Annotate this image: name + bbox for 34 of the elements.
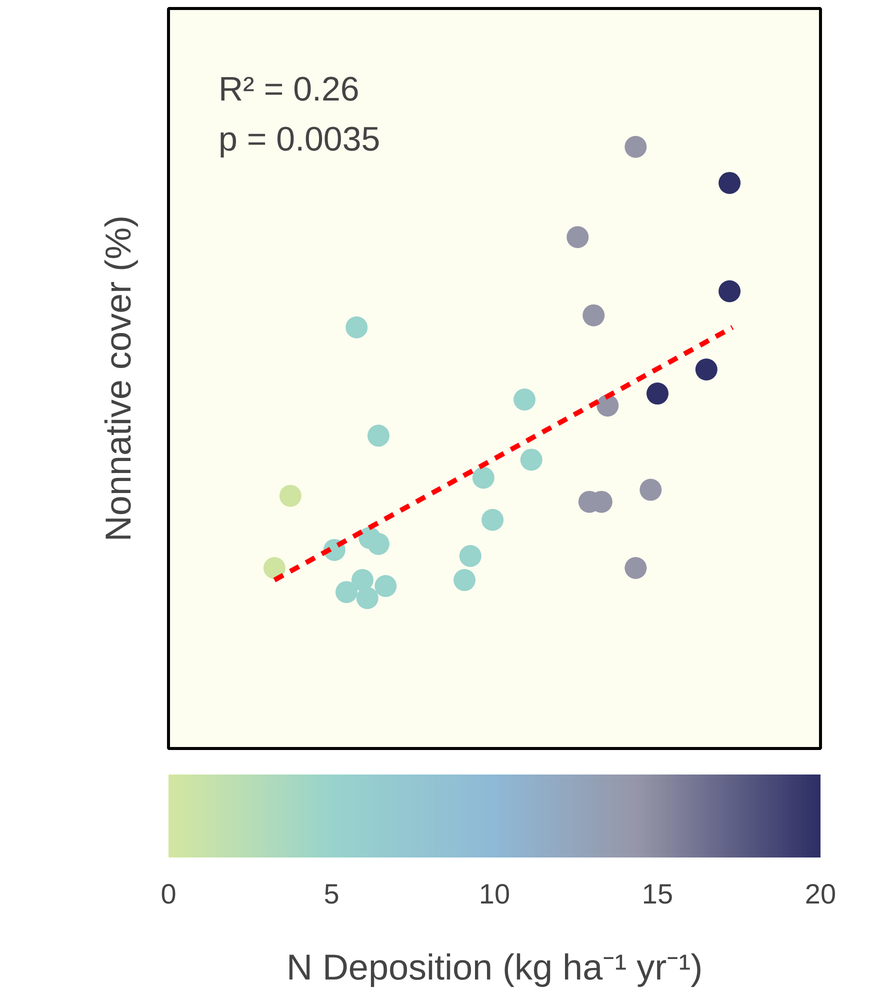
y-axis-title: Nonnative cover (%) [98,215,138,542]
point [279,484,302,507]
x-axis-title: N Deposition (kg ha⁻¹ yr⁻¹) [286,946,703,988]
point [596,394,619,417]
point [718,172,741,194]
point [718,280,741,302]
point [646,382,668,405]
point [695,358,718,380]
point [472,466,494,489]
point [520,448,542,471]
point [513,388,536,411]
point [566,226,589,248]
point [351,569,374,592]
point [459,545,482,567]
point [367,532,390,555]
point [367,424,390,447]
point [374,575,397,598]
x-tick-label: 5 [324,878,340,910]
annotation: p = 0.0035 [218,120,380,158]
x-tick-label: 15 [642,878,674,910]
x-tick-label: 20 [804,878,836,910]
point [454,569,476,592]
x-tick-label: 0 [160,878,176,910]
point [263,557,286,579]
text: R² = 0.26 [218,70,360,108]
point [346,316,368,338]
point [640,478,662,501]
point [335,581,358,604]
point [624,557,647,579]
point [624,136,647,158]
point [356,587,378,610]
point [482,508,504,531]
x-tick-label: 10 [478,878,510,910]
point [582,304,605,326]
